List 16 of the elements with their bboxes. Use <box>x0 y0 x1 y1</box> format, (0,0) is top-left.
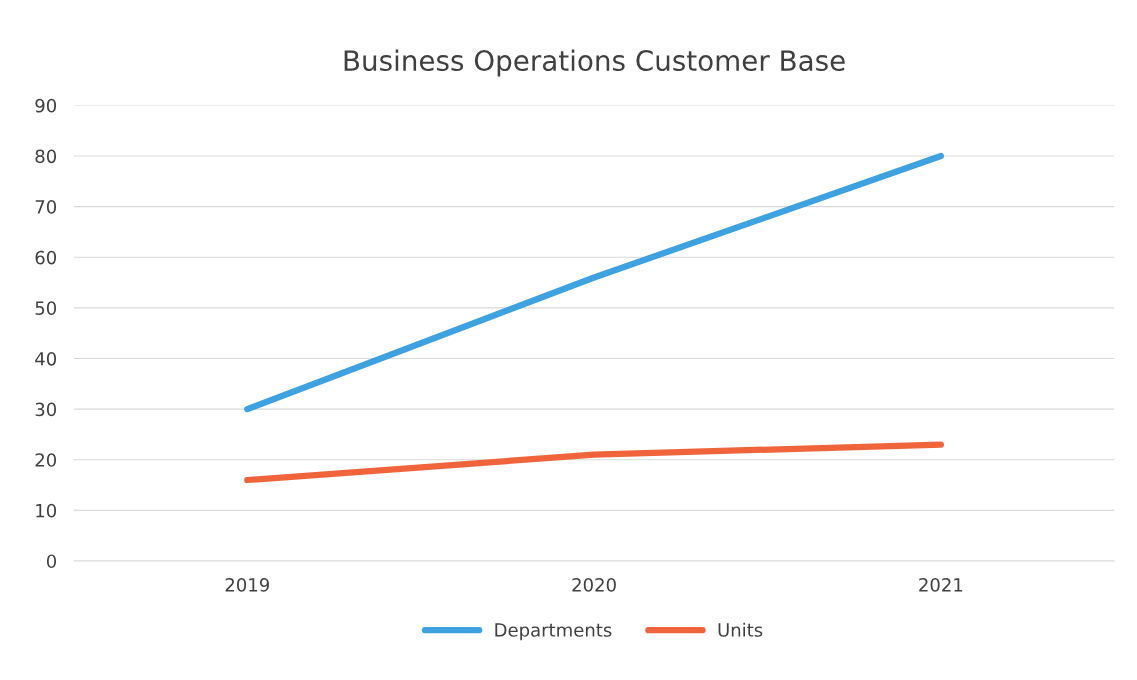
y-tick-label: 90 <box>35 98 57 113</box>
y-tick-label: 70 <box>35 200 57 214</box>
y-tick-label: 40 <box>35 351 57 366</box>
y-tick-label: 60 <box>35 250 57 265</box>
legend-label: Units <box>718 622 763 637</box>
y-tick-label: 0 <box>46 554 57 569</box>
legend-label: Departments <box>495 623 612 641</box>
y-tick-label: 80 <box>35 149 57 164</box>
x-tick-label: 2019 <box>225 577 269 592</box>
x-tick-label: 2020 <box>572 577 616 592</box>
y-tick-label: 10 <box>36 503 57 518</box>
y-tick-label: 50 <box>35 301 57 316</box>
y-tick-label: 20 <box>35 453 57 467</box>
chart-title: Business Operations Customer Base <box>344 49 845 77</box>
x-tick-label: 2021 <box>919 577 963 592</box>
y-tick-label: 30 <box>35 402 57 417</box>
